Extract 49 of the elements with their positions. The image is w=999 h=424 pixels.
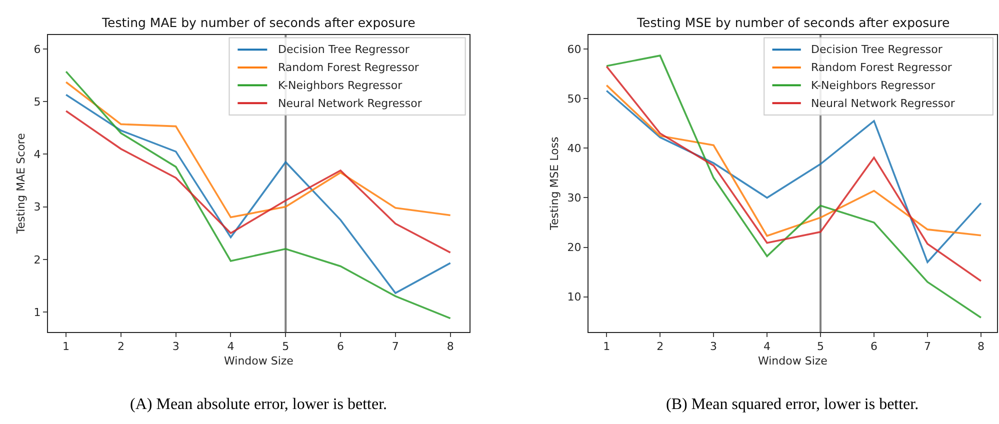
y-tick-label: 20 [567,241,582,254]
y-tick-label: 40 [567,142,582,156]
y-tick-label: 10 [567,290,582,304]
legend-label: K-Neighbors Regressor [811,79,936,92]
x-tick-label: 2 [117,340,124,354]
y-tick-label: 3 [34,200,41,214]
x-axis-title: Window Size [224,354,294,368]
y-tick-label: 50 [567,92,582,106]
line-series [65,110,452,254]
y-axis-title: Testing MAE Score [14,132,28,235]
x-tick-label: 1 [62,340,70,354]
x-tick-label: 4 [764,340,771,354]
x-axis-title: Window Size [758,354,828,368]
x-tick-label: 2 [656,340,664,354]
x-tick-label: 8 [446,340,454,354]
x-tick-label: 3 [710,340,718,354]
y-tick-label: 2 [34,253,41,266]
x-tick-label: 3 [172,340,180,354]
y-axis-title: Testing MSE Loss [548,136,561,231]
x-tick-label: 5 [817,340,824,354]
x-tick-label: 7 [924,340,931,354]
x-tick-label: 6 [337,340,344,354]
text: (A) Mean absolute error, lower is better. [130,396,388,413]
x-tick-label: 1 [603,340,610,354]
y-tick-label: 4 [34,148,41,162]
line-series [65,81,452,218]
chart-title: Testing MAE by number of seconds after exposure [101,15,416,30]
legend-label: Neural Network Regressor [811,97,956,110]
y-tick-label: 5 [34,95,41,108]
x-tick-label: 7 [392,340,399,354]
x-tick-label: 6 [870,340,878,354]
legend-label: Random Forest Regressor [278,61,420,74]
chart-title: Testing MSE by number of seconds after exposure [636,15,950,30]
legend-label: Decision Tree Regressor [811,43,943,56]
x-tick-label: 8 [977,340,984,354]
y-tick-label: 6 [34,42,41,56]
line-series [65,94,452,294]
y-tick-label: 1 [34,306,41,319]
line-series [606,54,982,319]
legend-label: K-Neighbors Regressor [278,79,403,92]
legend-label: Random Forest Regressor [811,61,952,74]
text: (B) Mean squared error, lower is better. [666,396,919,413]
legend-label: Neural Network Regressor [278,97,422,110]
line-series [606,90,982,264]
x-tick-label: 4 [227,340,234,354]
x-tick-label: 5 [282,340,290,354]
y-tick-label: 30 [567,192,582,205]
legend-label: Decision Tree Regressor [278,43,410,56]
y-tick-label: 60 [567,42,582,56]
